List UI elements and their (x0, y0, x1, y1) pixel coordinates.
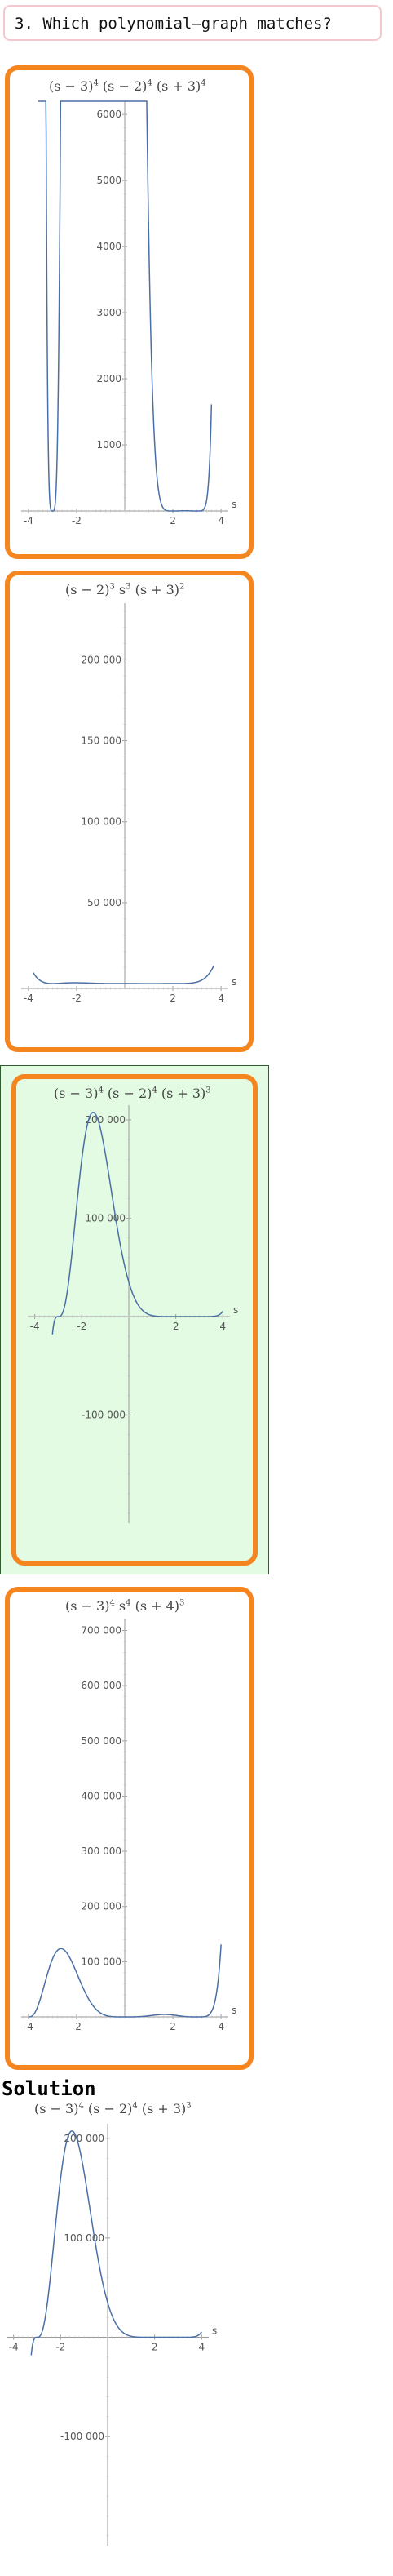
y-tick-label: 100 000 (64, 2232, 104, 2244)
x-tick-label: -4 (24, 515, 33, 526)
x-tick-label: -2 (72, 993, 82, 1004)
x-tick-label: 2 (173, 1321, 179, 1332)
x-tick-label: -2 (77, 1321, 86, 1332)
x-tick-label: -4 (24, 2021, 33, 2032)
series-line (51, 1112, 223, 1335)
option-2-formula: (s − 2)3 s3 (s + 3)2 (65, 582, 185, 597)
x-tick-label: -2 (72, 2021, 82, 2032)
y-tick-label: 400 000 (81, 1790, 121, 1801)
x-tick-label: 2 (170, 993, 176, 1004)
option-4-formula: (s − 3)4 s4 (s + 4)3 (65, 1598, 185, 1614)
series-line (33, 965, 214, 984)
x-tick-label: 4 (199, 2342, 205, 2353)
y-tick-label: -100 000 (82, 1409, 126, 1420)
x-axis-label: s (212, 2325, 217, 2337)
solution-formula: (s − 3)4 (s − 2)4 (s + 3)3 (34, 2101, 192, 2116)
y-tick-label: 4000 (96, 241, 121, 252)
option-card-3[interactable] (11, 1074, 258, 1566)
option-4-chart: -4 -2 2 4s 100 000 200 000 300 000 400 000 500 0… (21, 1619, 236, 2032)
x-tick-label: 4 (218, 2021, 224, 2032)
solution-chart: -4 -2 2 4s -100 000 100 000 200 000 (7, 2124, 217, 2546)
x-tick-label: -2 (55, 2342, 65, 2353)
y-tick-label: 600 000 (81, 1680, 121, 1691)
y-tick-label: 200 000 (64, 2133, 104, 2144)
y-tick-label: 1000 (96, 439, 121, 451)
option-3-chart: -4 -2 2 4s -100 000 100 000 200 000 (28, 1105, 238, 1523)
x-tick-label: -4 (9, 2342, 19, 2353)
y-tick-label: 100 000 (81, 816, 121, 828)
y-tick-label: 50 000 (87, 897, 121, 908)
y-tick-label: 200 000 (81, 654, 121, 665)
y-tick-label: 200 000 (81, 1901, 121, 1912)
y-tick-label: 5000 (96, 175, 121, 186)
option-1-formula: (s − 3)4 (s − 2)4 (s + 3)4 (49, 78, 206, 94)
x-tick-label: 4 (218, 993, 224, 1004)
x-tick-label: -4 (24, 993, 33, 1004)
y-tick-label: 200 000 (85, 1114, 126, 1126)
y-tick-label: -100 000 (60, 2431, 104, 2442)
option-2-chart: -4 -2 2 4s 50 000 100 000 150 000 200 000 (21, 603, 236, 1004)
y-tick-label: 100 000 (85, 1213, 126, 1224)
y-tick-label: 100 000 (81, 1956, 121, 1967)
x-tick-label: 2 (152, 2342, 158, 2353)
option-card-4[interactable] (5, 1587, 254, 2070)
x-tick-label: -4 (30, 1321, 40, 1332)
x-axis-label: s (232, 499, 236, 510)
option-card-2[interactable] (5, 571, 254, 1052)
x-axis-label: s (232, 2005, 236, 2016)
x-tick-label: -2 (72, 515, 82, 526)
question-title-box: 3. Which polynomial–graph matches? (3, 5, 382, 41)
y-tick-label: 2000 (96, 373, 121, 384)
series-line (30, 2130, 202, 2356)
solution-heading: Solution (2, 2077, 96, 2100)
option-3-formula: (s − 3)4 (s − 2)4 (s + 3)3 (54, 1086, 211, 1101)
x-tick-label: 2 (170, 2021, 176, 2032)
series-line (38, 100, 213, 512)
y-tick-label: 500 000 (81, 1735, 121, 1747)
x-axis-label: s (233, 1304, 238, 1316)
y-tick-label: 150 000 (81, 735, 121, 747)
y-tick-label: 700 000 (81, 1625, 121, 1637)
x-tick-label: 4 (218, 515, 224, 526)
question-title: 3. Which polynomial–graph matches? (15, 15, 332, 33)
y-tick-label: 300 000 (81, 1845, 121, 1857)
y-tick-label: 3000 (96, 307, 121, 318)
x-axis-label: s (232, 976, 236, 988)
y-tick-label: 6000 (96, 109, 121, 120)
series-line (28, 1944, 222, 2018)
option-1-chart: -4 -2 2 4s 1000 2000 3000 4000 5000 6000 (21, 100, 236, 526)
x-tick-label: 2 (170, 515, 176, 526)
x-tick-label: 4 (220, 1321, 227, 1332)
